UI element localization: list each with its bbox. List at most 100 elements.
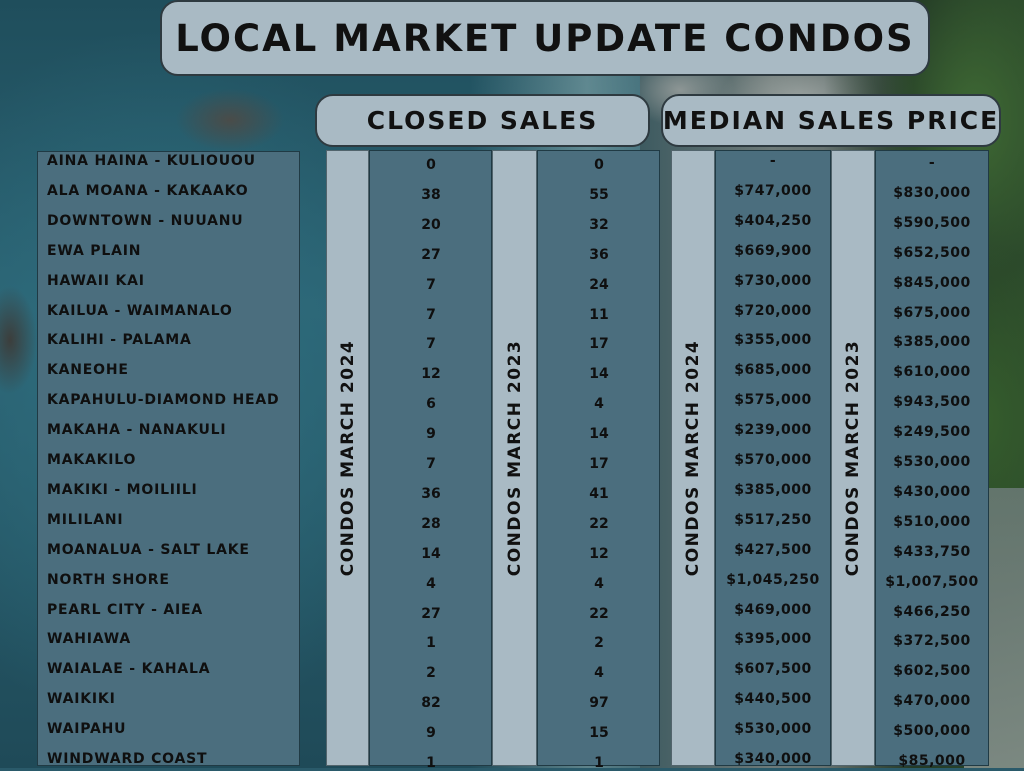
area-name: EWA PLAIN (47, 243, 142, 259)
median-sales-price-header: MEDIAN SALES PRICE (661, 94, 1001, 147)
closed-sales-2024-cell: 14 (421, 546, 441, 562)
median-price-2024-cell: $517,250 (734, 512, 812, 528)
area-name: MILILANI (47, 512, 124, 528)
area-name: KAPAHULU-DIAMOND HEAD (47, 392, 280, 408)
closed-sales-2024-cell: 36 (421, 486, 441, 502)
median-price-2024-cell: $607,500 (734, 661, 812, 677)
closed-sales-2023-cell: 14 (589, 426, 609, 442)
median-price-2023-cell: $500,000 (893, 723, 971, 739)
median-price-2024-cell: $747,000 (734, 183, 812, 199)
closed-sales-2023-cell: 41 (589, 486, 609, 502)
closed-sales-2024-cell: 4 (426, 576, 436, 592)
closed-sales-2024-cell: 12 (421, 366, 441, 382)
closed-sales-2024-cell: 7 (426, 456, 436, 472)
median-price-2024-cell: - (769, 153, 777, 169)
median-price-2024-cell: $427,500 (734, 542, 812, 558)
median-price-2023-cell: $85,000 (898, 753, 966, 769)
area-name: MAKAKILO (47, 452, 137, 468)
closed-sales-2024-cell: 9 (426, 426, 436, 442)
median-price-2024-cell: $469,000 (734, 602, 812, 618)
closed-2024-label-column: CONDOS MARCH 2024 (326, 150, 369, 766)
median-price-2024-cell: $404,250 (734, 213, 812, 229)
closed-sales-2024-cell: 7 (426, 336, 436, 352)
closed-sales-2023-cell: 0 (594, 157, 604, 173)
median-2023-label: CONDOS MARCH 2023 (843, 339, 863, 577)
median-2024-label-column: CONDOS MARCH 2024 (671, 150, 715, 766)
median-price-2024-cell: $720,000 (734, 303, 812, 319)
closed-sales-2023-cell: 15 (589, 725, 609, 741)
closed-sales-2024-cell: 28 (421, 516, 441, 532)
closed-sales-2023-cell: 12 (589, 546, 609, 562)
median-price-2023-cell: $530,000 (893, 454, 971, 470)
median-2023-label-column: CONDOS MARCH 2023 (831, 150, 875, 766)
area-name: WAHIAWA (47, 631, 132, 647)
area-name: KALIHI - PALAMA (47, 332, 192, 348)
median-2024-label: CONDOS MARCH 2024 (683, 339, 703, 577)
closed-sales-2023-cell: 55 (589, 187, 609, 203)
median-price-2024-cell: $730,000 (734, 273, 812, 289)
area-name: HAWAII KAI (47, 273, 145, 289)
area-name: MAKIKI - MOILIILI (47, 482, 198, 498)
median-price-2024-cell: $575,000 (734, 392, 812, 408)
median-price-2023-cell: $943,500 (893, 394, 971, 410)
median-price-2024-cell: $669,900 (734, 243, 812, 259)
closed-sales-2023-cell: 22 (589, 516, 609, 532)
median-price-2023-cell: $602,500 (893, 663, 971, 679)
closed-sales-2024-cell: 27 (421, 247, 441, 263)
median-price-2024-cell: $685,000 (734, 362, 812, 378)
closed-sales-2024-cell: 6 (426, 396, 436, 412)
closed-sales-2024-cell: 82 (421, 695, 441, 711)
closed-sales-2023-cell: 11 (589, 307, 609, 323)
median-price-2023-cell: $652,500 (893, 245, 971, 261)
closed-sales-header: CLOSED SALES (315, 94, 650, 147)
closed-sales-2024-cell: 1 (426, 755, 436, 771)
area-name: DOWNTOWN - NUUANU (47, 213, 244, 229)
area-name: NORTH SHORE (47, 572, 170, 588)
closed-2024-values-panel (369, 150, 492, 766)
closed-sales-2024-cell: 20 (421, 217, 441, 233)
closed-sales-2024-cell: 38 (421, 187, 441, 203)
median-price-2023-cell: $675,000 (893, 305, 971, 321)
closed-sales-2023-cell: 4 (594, 396, 604, 412)
median-price-2023-cell: $385,000 (893, 334, 971, 350)
closed-sales-2023-cell: 24 (589, 277, 609, 293)
rock-top (170, 85, 290, 155)
rock-left (0, 280, 40, 400)
closed-sales-2023-cell: 22 (589, 606, 609, 622)
median-price-2023-cell: $830,000 (893, 185, 971, 201)
median-price-2024-cell: $355,000 (734, 332, 812, 348)
closed-sales-2023-cell: 17 (589, 456, 609, 472)
area-name: ALA MOANA - KAKAAKO (47, 183, 249, 199)
area-names-panel (37, 151, 300, 766)
closed-sales-2024-cell: 27 (421, 606, 441, 622)
closed-sales-2024-cell: 0 (426, 157, 436, 173)
median-price-2024-cell: $570,000 (734, 452, 812, 468)
closed-2023-values-panel (537, 150, 660, 766)
closed-sales-2024-cell: 7 (426, 307, 436, 323)
median-price-2023-cell: $372,500 (893, 633, 971, 649)
median-price-2023-cell: $845,000 (893, 275, 971, 291)
closed-sales-2023-cell: 4 (594, 576, 604, 592)
median-price-2023-cell: $430,000 (893, 484, 971, 500)
closed-sales-2023-cell: 1 (594, 755, 604, 771)
closed-sales-2024-cell: 2 (426, 665, 436, 681)
median-price-2024-cell: $239,000 (734, 422, 812, 438)
area-name: WAIKIKI (47, 691, 116, 707)
median-price-2024-cell: $340,000 (734, 751, 812, 767)
area-name: WINDWARD COAST (47, 751, 208, 767)
closed-sales-2023-cell: 32 (589, 217, 609, 233)
area-name: PEARL CITY - AIEA (47, 602, 204, 618)
closed-sales-2024-cell: 7 (426, 277, 436, 293)
median-price-2024-cell: $1,045,250 (726, 572, 820, 588)
closed-2023-label: CONDOS MARCH 2023 (504, 339, 525, 577)
median-price-2023-cell: $466,250 (893, 604, 971, 620)
area-name: WAIALAE - KAHALA (47, 661, 211, 677)
median-price-2024-cell: $440,500 (734, 691, 812, 707)
median-price-2023-cell: $433,750 (893, 544, 971, 560)
area-name: MOANALUA - SALT LAKE (47, 542, 250, 558)
median-price-2023-cell: $470,000 (893, 693, 971, 709)
median-price-2023-cell: $510,000 (893, 514, 971, 530)
closed-sales-2023-cell: 4 (594, 665, 604, 681)
page-title: LOCAL MARKET UPDATE CONDOS (160, 0, 930, 76)
median-price-2024-cell: $530,000 (734, 721, 812, 737)
